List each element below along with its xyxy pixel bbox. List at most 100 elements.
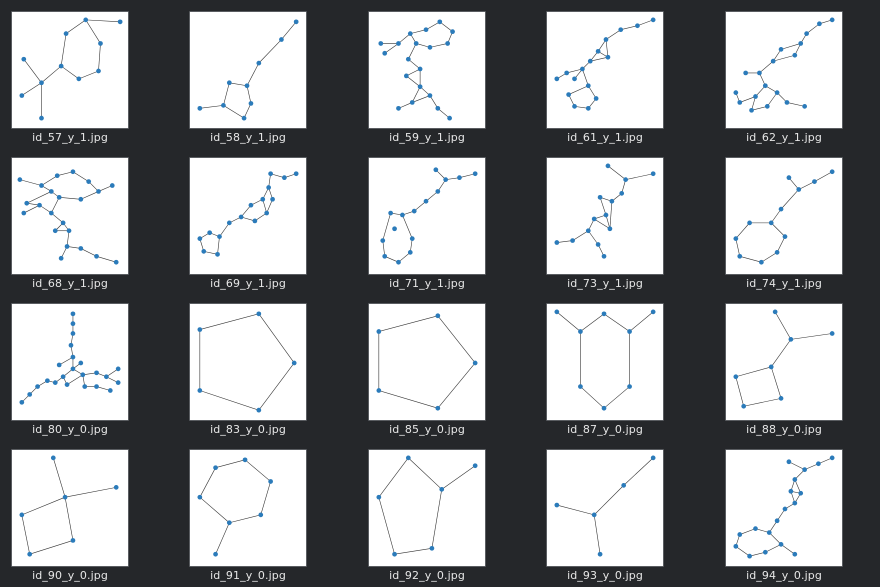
thumbnail-image[interactable] xyxy=(725,157,843,275)
thumbnail-image[interactable] xyxy=(546,157,664,275)
graph-node xyxy=(226,80,232,86)
graph-node xyxy=(264,210,270,216)
thumbnail-image[interactable] xyxy=(725,449,843,567)
thumbnail-image[interactable] xyxy=(546,303,664,421)
graph-edge xyxy=(229,514,261,524)
thumbnail-item[interactable]: id_74_y_1.jpg xyxy=(714,149,854,290)
file-name-label[interactable]: id_93_y_0.jpg xyxy=(567,569,643,582)
graph-node xyxy=(382,253,388,259)
graph-edge xyxy=(241,216,255,222)
thumbnail-item[interactable]: id_58_y_1.jpg xyxy=(178,3,318,144)
file-name-label[interactable]: id_68_y_1.jpg xyxy=(32,277,108,290)
graph-edge xyxy=(406,68,421,77)
graph-node xyxy=(58,255,64,261)
graph-node xyxy=(621,483,627,488)
thumbnail-image[interactable] xyxy=(725,303,843,421)
graph-node xyxy=(417,84,423,90)
thumbnail-image[interactable] xyxy=(368,11,486,129)
file-name-label[interactable]: id_92_y_0.jpg xyxy=(389,569,465,582)
file-name-label[interactable]: id_69_y_1.jpg xyxy=(210,277,286,290)
thumbnail-item[interactable]: id_62_y_1.jpg xyxy=(714,3,854,144)
thumbnail-item[interactable]: id_92_y_0.jpg xyxy=(357,441,497,582)
thumbnail-item[interactable]: id_61_y_1.jpg xyxy=(535,3,675,144)
graph-node xyxy=(585,228,591,234)
graph-edge xyxy=(607,165,626,180)
graph-node xyxy=(627,384,632,389)
thumbnail-image[interactable] xyxy=(368,449,486,567)
thumbnail-image[interactable] xyxy=(546,11,664,129)
file-name-label[interactable]: id_91_y_0.jpg xyxy=(210,569,286,582)
thumbnail-image[interactable] xyxy=(189,303,307,421)
graph-node xyxy=(197,327,203,332)
thumbnail-item[interactable]: id_68_y_1.jpg xyxy=(0,149,140,290)
file-name-label[interactable]: id_58_y_1.jpg xyxy=(210,131,286,144)
file-name-label[interactable]: id_90_y_0.jpg xyxy=(32,569,108,582)
graph-edge xyxy=(761,252,778,263)
thumbnail-item[interactable]: id_83_y_0.jpg xyxy=(178,295,318,436)
graph-edge xyxy=(599,197,607,216)
thumbnail-image[interactable] xyxy=(725,11,843,129)
thumbnail-item[interactable]: id_57_y_1.jpg xyxy=(0,3,140,144)
graph-edge xyxy=(594,218,611,230)
thumbnail-item[interactable]: id_91_y_0.jpg xyxy=(178,441,318,582)
graph-node xyxy=(396,259,401,265)
thumbnail-item[interactable]: id_85_y_0.jpg xyxy=(357,295,497,436)
graph-node xyxy=(816,461,821,467)
file-name-label[interactable]: id_83_y_0.jpg xyxy=(210,423,286,436)
file-name-label[interactable]: id_62_y_1.jpg xyxy=(746,131,822,144)
thumbnail-item[interactable]: id_69_y_1.jpg xyxy=(178,149,318,290)
thumbnail-image[interactable] xyxy=(189,157,307,275)
thumbnail-image[interactable] xyxy=(11,449,129,567)
graph-node xyxy=(98,41,103,46)
graph-node xyxy=(109,183,115,188)
graph-edge xyxy=(751,96,756,111)
graph-edge xyxy=(759,60,774,74)
thumbnail-item[interactable]: id_71_y_1.jpg xyxy=(357,149,497,290)
thumbnail-item[interactable]: id_88_y_0.jpg xyxy=(714,295,854,436)
file-name-label[interactable]: id_94_y_0.jpg xyxy=(746,569,822,582)
file-name-label[interactable]: id_57_y_1.jpg xyxy=(32,131,108,144)
graph-node xyxy=(782,506,788,512)
graph-node xyxy=(595,48,601,54)
graph-edge xyxy=(735,546,750,557)
thumbnail-image[interactable] xyxy=(11,11,129,129)
thumbnail-image[interactable] xyxy=(368,157,486,275)
file-name-label[interactable]: id_71_y_1.jpg xyxy=(389,277,465,290)
thumbnail-item[interactable]: id_87_y_0.jpg xyxy=(535,295,675,436)
graph-edge xyxy=(270,173,285,178)
thumbnail-item[interactable]: id_73_y_1.jpg xyxy=(535,149,675,290)
thumbnail-image[interactable] xyxy=(189,449,307,567)
graph-edge xyxy=(60,33,67,67)
file-name-label[interactable]: id_80_y_0.jpg xyxy=(32,423,108,436)
thumbnail-item[interactable]: id_94_y_0.jpg xyxy=(714,441,854,582)
graph-node xyxy=(70,169,76,175)
file-name-label[interactable]: id_74_y_1.jpg xyxy=(746,277,822,290)
graph-node xyxy=(37,202,42,208)
graph-drawing xyxy=(197,171,299,257)
graph-edge xyxy=(772,49,782,62)
graph-edge xyxy=(96,386,111,391)
graph-node xyxy=(256,407,262,413)
thumbnail-item[interactable]: id_59_y_1.jpg xyxy=(357,3,497,144)
graph-edge xyxy=(556,504,595,516)
graph-node xyxy=(215,251,220,257)
graph-node xyxy=(94,370,99,376)
graph-node xyxy=(409,100,415,105)
file-name-label[interactable]: id_88_y_0.jpg xyxy=(746,423,822,436)
thumbnail-item[interactable]: id_90_y_0.jpg xyxy=(0,441,140,582)
thumbnail-image[interactable] xyxy=(11,157,129,275)
thumbnail-image[interactable] xyxy=(11,303,129,421)
thumbnail-item[interactable]: id_93_y_0.jpg xyxy=(535,441,675,582)
thumbnail-image[interactable] xyxy=(368,303,486,421)
file-name-label[interactable]: id_87_y_0.jpg xyxy=(567,423,643,436)
graph-node xyxy=(472,171,478,177)
thumbnail-image[interactable] xyxy=(189,11,307,129)
file-name-label[interactable]: id_85_y_0.jpg xyxy=(389,423,465,436)
file-name-label[interactable]: id_59_y_1.jpg xyxy=(389,131,465,144)
thumbnail-item[interactable]: id_80_y_0.jpg xyxy=(0,295,140,436)
thumbnail-image[interactable] xyxy=(546,449,664,567)
graph-node xyxy=(796,187,802,192)
file-name-label[interactable]: id_73_y_1.jpg xyxy=(567,277,643,290)
graph-node xyxy=(256,311,262,317)
file-name-label[interactable]: id_61_y_1.jpg xyxy=(567,131,643,144)
